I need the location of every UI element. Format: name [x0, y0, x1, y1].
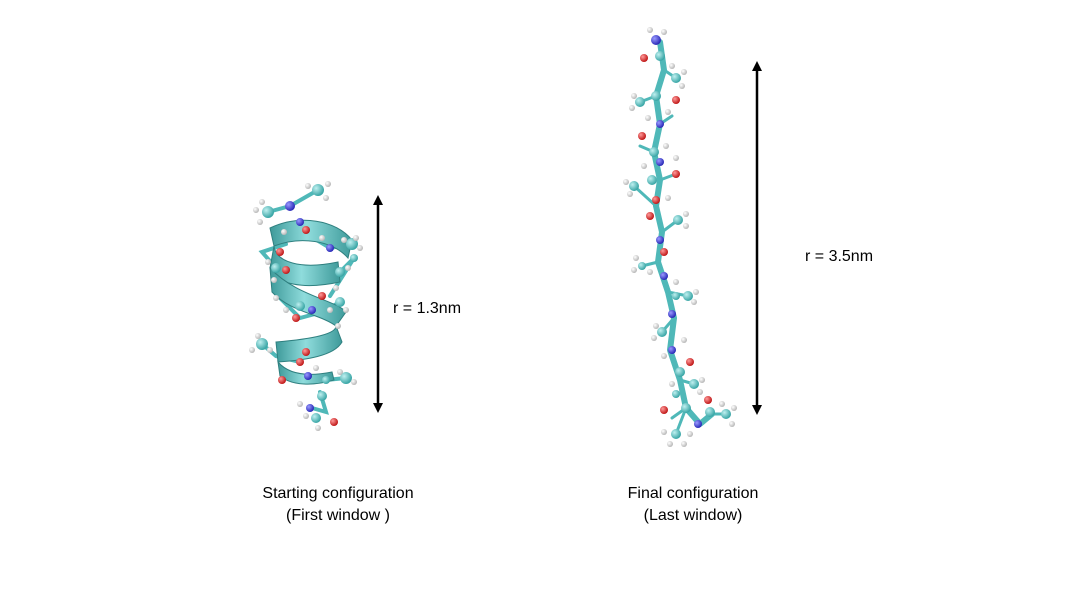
extended-side-bonds — [632, 68, 728, 436]
extended-structure — [623, 27, 737, 447]
caption-final-line1: Final configuration — [627, 485, 759, 502]
caption-start-line2: (First window ) — [285, 507, 390, 524]
caption-start-line1: Starting configuration — [262, 485, 414, 502]
helix-atoms — [249, 181, 363, 431]
caption-start: Starting configuration (First window ) — [238, 483, 438, 527]
caption-final-line2: (Last window) — [643, 507, 743, 524]
extended-backbone — [651, 39, 715, 427]
distance-label-start: r = 1.3nm — [393, 300, 462, 317]
helix-structure — [249, 181, 363, 431]
helix-ribbon — [269, 219, 353, 385]
caption-final: Final configuration (Last window) — [593, 483, 793, 527]
distance-label-final: r = 3.5nm — [805, 248, 874, 265]
extended-atoms — [623, 27, 737, 447]
